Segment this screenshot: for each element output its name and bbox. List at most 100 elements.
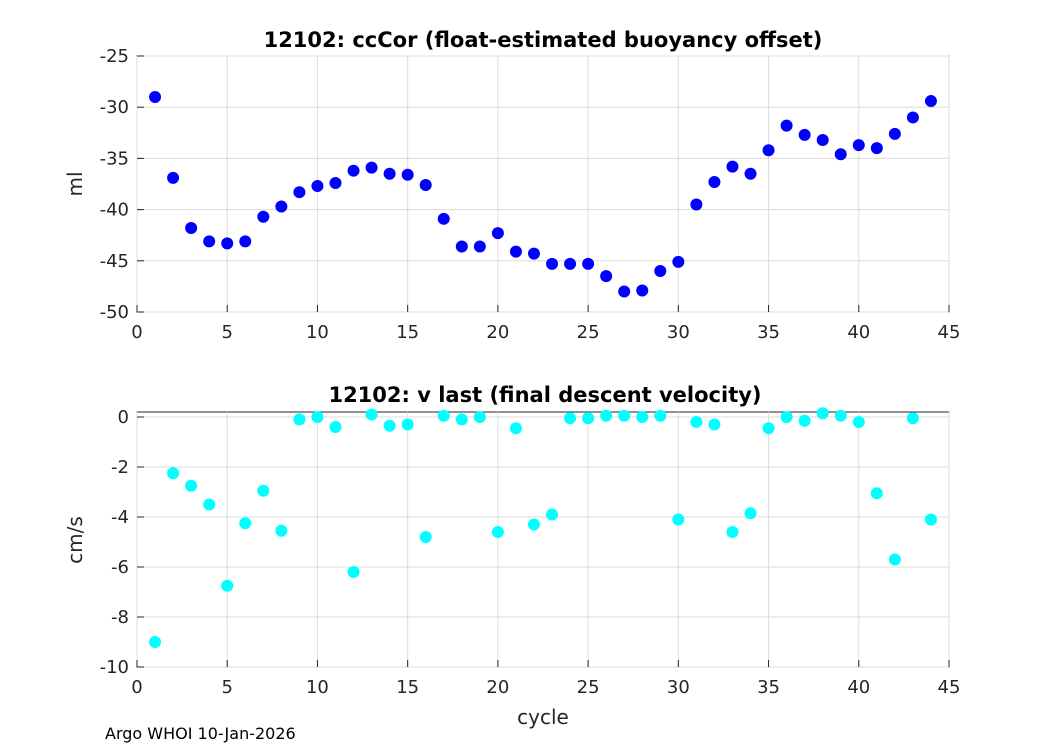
x-tick-label: 5 [221,322,232,343]
data-point [780,119,793,132]
data-point [924,513,937,526]
data-point [744,507,757,520]
data-point [257,484,270,497]
x-tick-label: 10 [306,322,329,343]
y-tick-label: -8 [111,607,129,628]
data-point [311,411,324,423]
data-point [527,247,540,260]
footer-credit: Argo WHOI 10-Jan-2026 [105,724,296,743]
data-point [149,90,162,103]
data-point [834,409,847,422]
data-point [852,416,865,428]
data-point [690,198,703,211]
grid-top [136,55,950,313]
data-point [275,200,288,213]
data-point [509,245,522,258]
data-point [437,212,450,225]
plot-area-bottom [136,411,950,668]
data-point [455,413,468,426]
data-point [708,175,721,188]
x-tick-label: 25 [577,677,600,698]
data-point [383,167,396,180]
data-point [618,285,631,298]
data-point [455,240,468,253]
data-point [437,409,450,422]
data-point [816,133,829,146]
data-point [870,487,883,500]
chart-title-bottom: 12102: v last (final descent velocity) [328,383,761,407]
data-point [834,148,847,161]
data-point [600,409,613,422]
x-tick-label: 35 [757,322,780,343]
data-point [203,498,216,511]
data-point [744,167,757,180]
x-tick-label: 20 [486,677,509,698]
x-tick-label: 10 [306,677,329,698]
x-tick-label: 15 [396,322,419,343]
data-point [257,210,270,223]
data-point [690,416,703,428]
data-point [203,235,216,248]
y-tick-label: -40 [100,200,129,221]
data-point [906,412,919,425]
data-point [870,142,883,155]
data-point [329,421,342,433]
data-point [852,139,865,152]
chart-title-top: 12102: ccCor (float-estimated buoyancy o… [264,28,823,52]
data-point [401,418,414,431]
y-tick-label: -6 [111,557,129,578]
data-point [636,411,649,423]
y-tick-label: -45 [100,251,129,272]
data-point [618,409,631,422]
data-point [365,161,378,174]
grid-bottom [136,412,950,668]
data-point [888,553,901,566]
data-point [924,95,937,108]
data-point [473,240,486,253]
data-point [221,579,234,592]
y-tick-label: -10 [100,657,129,678]
data-point [726,160,739,173]
data-point [293,186,306,199]
data-point [798,414,811,427]
data-point [546,257,559,270]
data-point [167,467,180,480]
data-point [654,409,667,422]
data-point [762,422,775,435]
data-point [582,257,595,270]
x-tick-label: 0 [131,322,142,343]
x-tick-label: 45 [938,677,961,698]
data-point [509,422,522,435]
data-point [582,412,595,425]
y-tick-label: -35 [100,148,129,169]
data-point [564,412,577,425]
data-point [401,168,414,181]
data-point [239,517,252,530]
data-point [636,284,649,297]
y-tick-label: -25 [100,46,129,67]
y-axis-label-bottom: cm/s [63,516,87,564]
x-tick-label: 40 [847,322,870,343]
x-tick-label: 30 [667,677,690,698]
x-tick-label: 0 [131,677,142,698]
data-point [149,636,162,648]
data-point [419,179,432,192]
x-tick-label: 35 [757,677,780,698]
data-point [906,111,919,124]
data-point [491,526,504,538]
y-tick-label: -2 [111,457,129,478]
data-point [780,411,793,423]
data-point [888,127,901,140]
y-axis-label-top: ml [63,171,87,196]
data-point [329,176,342,189]
data-point [798,128,811,141]
data-point [185,222,198,235]
x-tick-label: 15 [396,677,419,698]
ticks-bottom: 0 5 10 15 20 25 30 35 40 45 0 -2 -4 -6 -8 -10 [100,407,961,698]
data-point [167,171,180,184]
data-point [419,531,432,543]
data-point [383,419,396,432]
data-point [221,237,234,250]
data-point [708,418,721,431]
